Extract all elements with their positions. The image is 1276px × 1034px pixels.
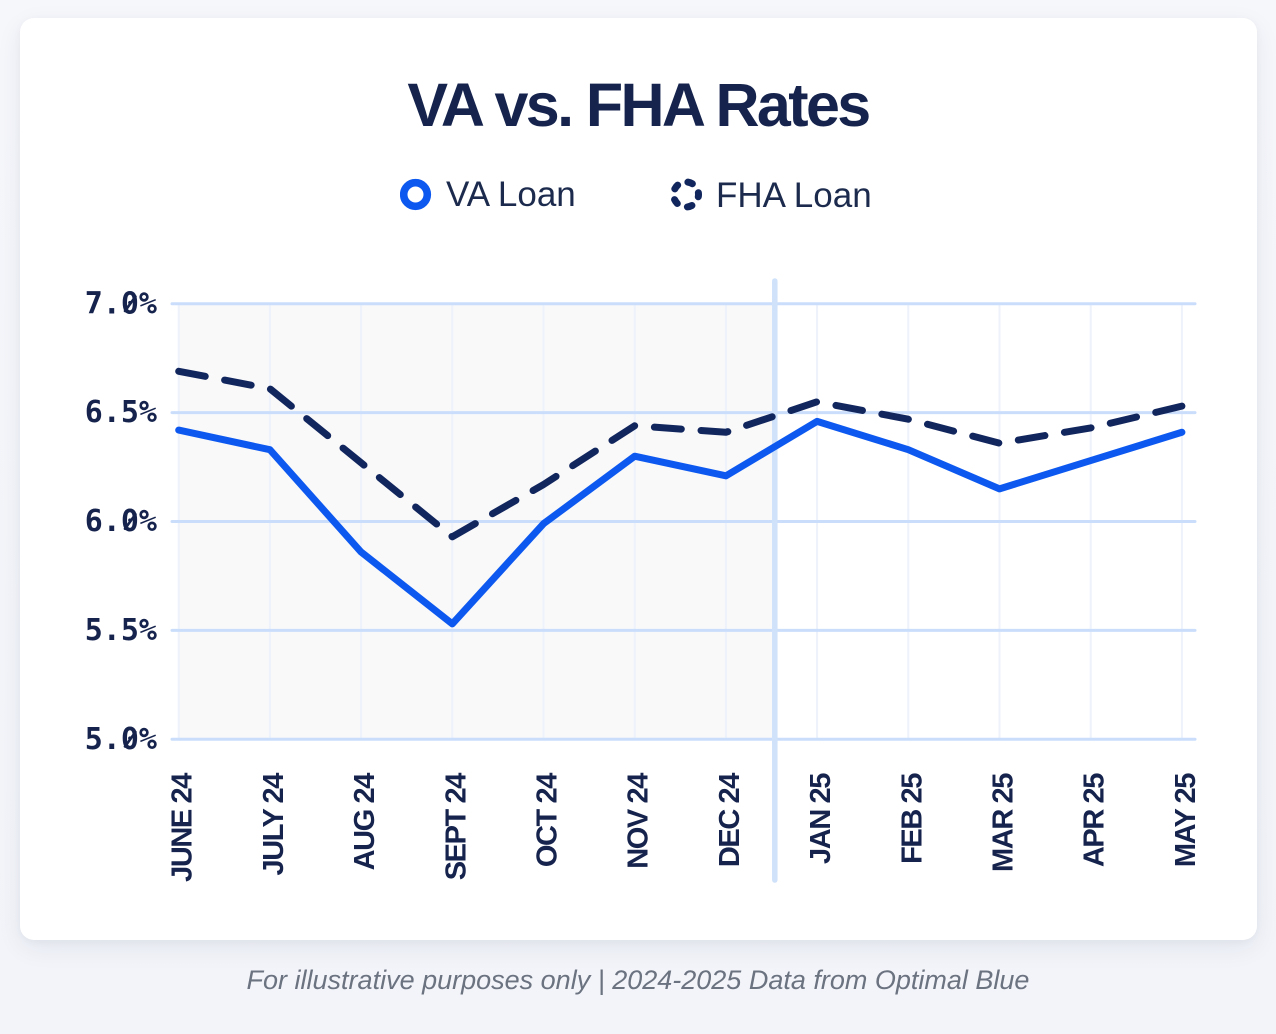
legend-item-fha-loan: FHA Loan [670,177,872,214]
va-loan-line [175,417,1186,628]
x-month-label: NOV 24 [623,773,655,869]
y-axis-tick-labels: 7.0% 6.5% 6.0% 5.5% 5.0% [85,286,157,757]
x-month-label: SEPT 24 [440,773,472,881]
x-month-label: MAY 25 [1170,773,1202,867]
x-month-label: APR 25 [1079,773,1111,867]
x-month-label: AUG 24 [349,773,381,871]
data-series-lines [175,367,1186,628]
x-month-label: MAR 25 [988,773,1020,872]
footer-disclaimer: For illustrative purposes only | 2024-20… [246,965,1030,995]
y-tick-label: 5.5% [85,613,157,648]
x-month-label: JUNE 24 [167,773,199,882]
horizontal-gridlines [170,302,1197,741]
legend-item-va-loan: VA Loan [400,176,576,213]
x-month-label: JAN 25 [805,773,837,864]
y-tick-zero-slash [123,295,137,313]
legend-label-va-loan: VA Loan [446,175,576,214]
y-tick-label: 5.0% [85,722,157,757]
x-month-label: DEC 24 [714,773,746,867]
va-loan-solid-ring-icon [400,178,432,211]
y-tick-zero-slash [123,730,137,748]
x-month-label: JULY 24 [258,773,290,876]
y-tick-label: 6.0% [85,504,157,539]
legend-label-fha-loan: FHA Loan [716,176,872,215]
x-month-label: OCT 24 [532,773,564,867]
chart-title: VA vs. FHA Rates [407,71,871,139]
fha-loan-dashed-ring-icon [670,178,702,211]
x-axis-month-labels: JUNE 24 JULY 24 AUG 24 SEPT 24 OCT 24 NOV 24 D… [167,773,1202,882]
y-tick-zero-slash [123,513,137,531]
y-tick-label: 6.5% [85,395,157,430]
y-tick-label: 7.0% [85,286,157,321]
fha-loan-line [175,367,1186,541]
x-month-label: FEB 25 [896,773,928,864]
